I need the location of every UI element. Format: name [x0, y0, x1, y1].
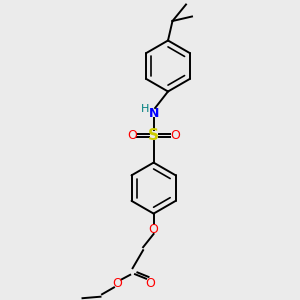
Text: N: N — [148, 107, 159, 120]
Text: O: O — [170, 129, 180, 142]
Text: O: O — [149, 223, 158, 236]
Text: O: O — [112, 277, 122, 290]
Text: S: S — [148, 128, 159, 143]
Text: H: H — [141, 104, 149, 115]
Text: O: O — [127, 129, 137, 142]
Text: O: O — [146, 277, 155, 290]
